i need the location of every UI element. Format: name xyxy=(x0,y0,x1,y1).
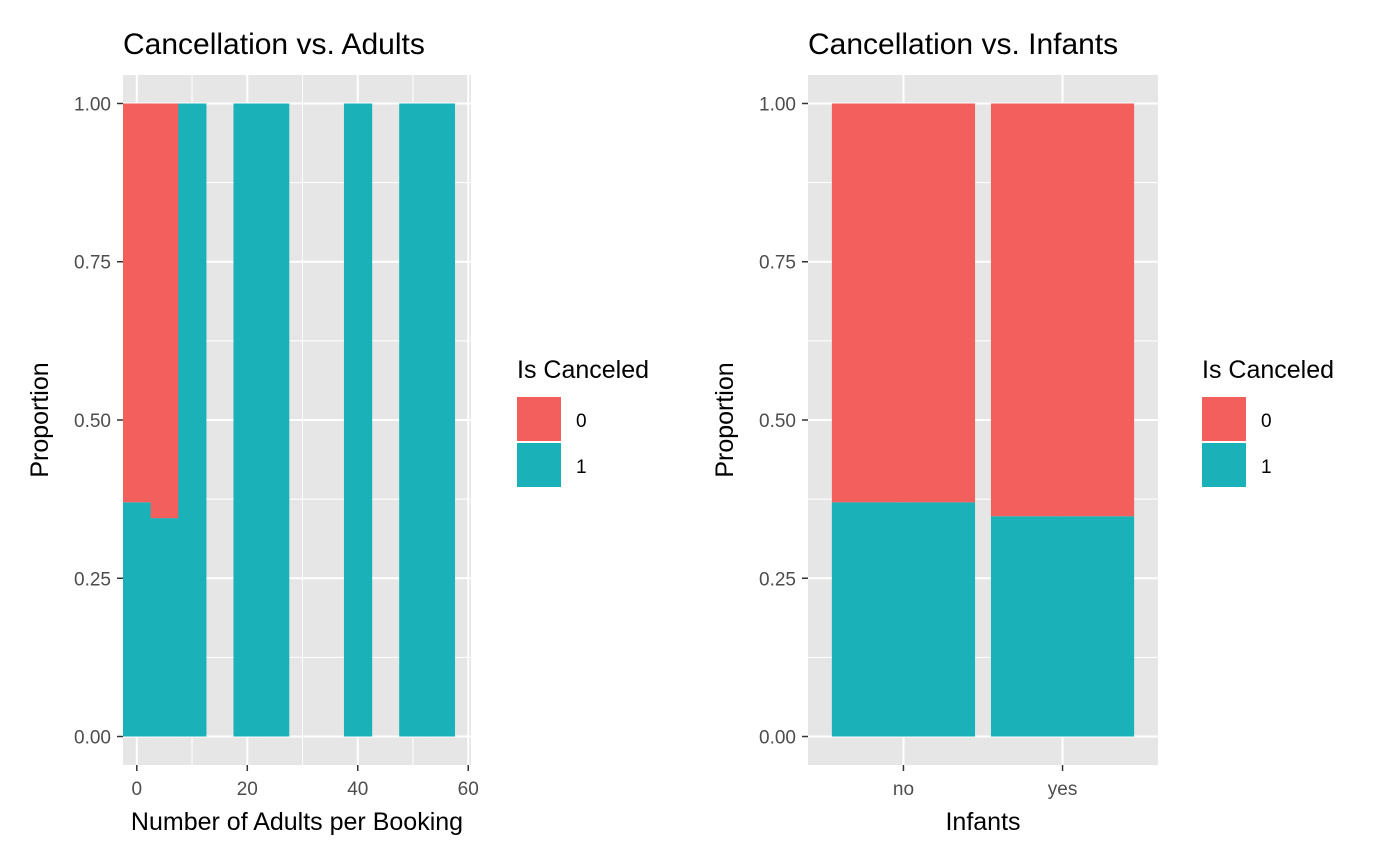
infants-y-tick-label: 0.75 xyxy=(759,253,796,274)
adults-y-tick-label: 0.25 xyxy=(74,569,111,590)
adults-chart-title: Cancellation vs. Adults xyxy=(123,28,425,61)
adults-legend-key-1 xyxy=(517,443,561,487)
infants-legend-key-1 xyxy=(1202,443,1246,487)
adults-bar-canceled-1 xyxy=(233,103,262,737)
adults-legend-label-0: 0 xyxy=(576,411,587,432)
adults-y-tick-label: 0.75 xyxy=(74,253,111,274)
adults-legend-key-0 xyxy=(517,397,561,441)
adults-y-tick-label: 1.00 xyxy=(74,94,111,115)
infants-chart-title: Cancellation vs. Infants xyxy=(808,28,1118,61)
infants-bars xyxy=(831,103,1135,737)
adults-legend-label-1: 1 xyxy=(576,457,587,478)
infants-legend-label-1: 1 xyxy=(1261,457,1272,478)
adults-bar-canceled-1 xyxy=(426,103,456,737)
adults-bar-canceled-1 xyxy=(123,502,152,737)
infants-y-tick-label: 0.25 xyxy=(759,569,796,590)
adults-y-axis-title: Proportion xyxy=(26,362,54,477)
infants-legend-label-0: 0 xyxy=(1261,411,1272,432)
infants-bar-canceled-0 xyxy=(831,103,976,503)
infants-y-axis-title: Proportion xyxy=(711,362,739,477)
adults-legend: Is Canceled 0 1 xyxy=(517,356,649,487)
adults-y-tick-label: 0.50 xyxy=(74,411,111,432)
adults-x-tick-label: 60 xyxy=(458,779,479,800)
adults-bar-canceled-1 xyxy=(343,103,373,737)
adults-x-axis-title: Number of Adults per Booking xyxy=(131,808,463,836)
infants-axes: no yes 0.00 0.25 0.50 0.75 1.00 xyxy=(759,94,1077,800)
infants-y-tick-label: 0.00 xyxy=(759,728,796,749)
adults-x-tick-label: 40 xyxy=(347,779,368,800)
infants-bar-canceled-1 xyxy=(831,502,976,737)
adults-y-tick-label: 0.00 xyxy=(74,728,111,749)
adults-legend-title: Is Canceled xyxy=(517,356,649,384)
infants-y-tick-label: 0.50 xyxy=(759,411,796,432)
infants-bar-canceled-1 xyxy=(990,516,1135,737)
adults-bar-canceled-0 xyxy=(123,103,152,503)
infants-x-tick-label: yes xyxy=(1048,779,1078,800)
infants-legend-key-0 xyxy=(1202,397,1246,441)
adults-x-tick-label: 0 xyxy=(132,779,143,800)
adults-bar-canceled-1 xyxy=(261,103,290,737)
adults-bar-canceled-1 xyxy=(150,518,179,737)
infants-x-axis-title: Infants xyxy=(945,808,1020,836)
adults-bar-canceled-0 xyxy=(150,103,179,519)
infants-chart: Cancellation vs. Infants no yes 0.00 0.25 0.… xyxy=(711,28,1158,836)
adults-bar-canceled-1 xyxy=(178,103,207,737)
adults-chart: Cancellation vs. Adults 0 20 40 600.000.250… xyxy=(26,28,479,836)
infants-legend: Is Canceled 0 1 xyxy=(1202,356,1334,487)
infants-legend-title: Is Canceled xyxy=(1202,356,1334,384)
infants-x-tick-label: no xyxy=(893,779,914,800)
adults-bar-canceled-1 xyxy=(399,103,428,737)
adults-x-tick-label: 20 xyxy=(237,779,258,800)
adults-axes: 0 20 40 60 0.00 0.25 0.50 0.75 1.00 xyxy=(74,94,479,800)
infants-y-tick-label: 1.00 xyxy=(759,94,796,115)
infants-bar-canceled-0 xyxy=(990,103,1135,517)
adults-bars xyxy=(123,103,456,737)
